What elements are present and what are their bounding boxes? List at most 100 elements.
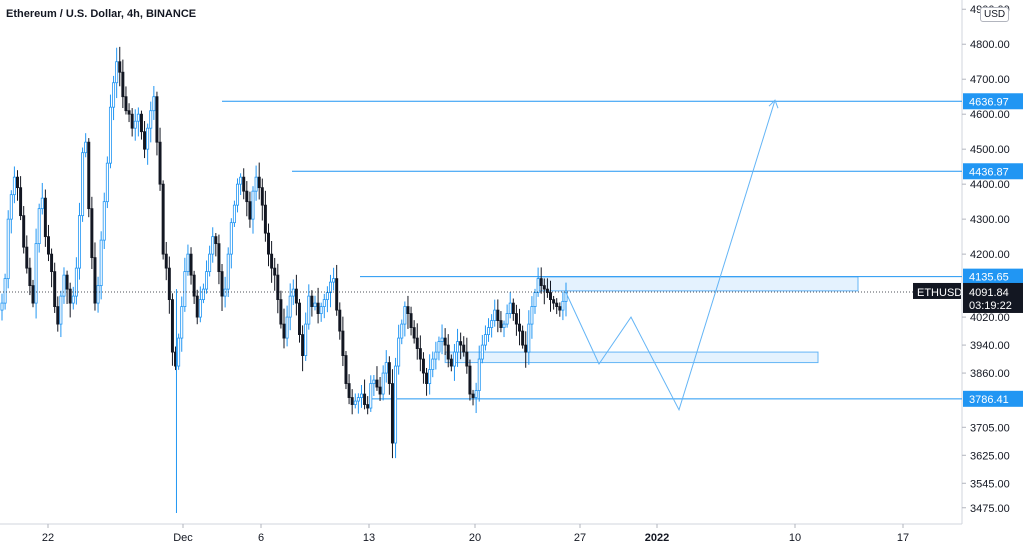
candle-body: [480, 344, 484, 360]
candle-body: [384, 362, 388, 374]
candle-body: [350, 397, 354, 405]
candle-body: [50, 253, 54, 273]
candle-body: [533, 292, 537, 308]
price-tick-label: 3860.00: [970, 368, 1010, 380]
candle-body: [167, 267, 171, 301]
candle-body: [363, 393, 367, 405]
candle-body: [418, 348, 422, 360]
candle-body: [53, 271, 57, 308]
candle-body: [502, 323, 506, 328]
candle-body: [198, 299, 202, 318]
candle-body: [226, 253, 230, 290]
candle-body: [59, 295, 63, 325]
candle-body: [170, 299, 174, 353]
candle-body: [211, 236, 215, 255]
candle-body: [474, 390, 478, 398]
level-label-text: 4636.97: [969, 96, 1009, 108]
candle-body: [96, 285, 100, 304]
candle-body: [186, 253, 190, 273]
candle-body: [71, 295, 75, 304]
candle-body: [65, 274, 69, 290]
candle-body: [521, 330, 525, 346]
candle-body: [195, 295, 199, 318]
candle-body: [183, 271, 187, 308]
candle-body: [344, 355, 348, 384]
candle-body: [220, 271, 224, 297]
time-axis[interactable]: 22 Dec 6 13 20 27 2022 10 17: [42, 524, 909, 544]
price-tick-label: 3705.00: [970, 422, 1010, 434]
candle-body: [406, 306, 410, 315]
candle-body: [415, 337, 419, 349]
candlestick-series: [0, 46, 568, 514]
candle-body: [409, 313, 413, 328]
candle-body: [552, 299, 556, 304]
candle-body: [0, 302, 4, 311]
candle-body: [301, 334, 305, 356]
candle-body: [161, 183, 165, 255]
candle-body: [456, 341, 460, 353]
candle-body: [270, 253, 274, 269]
candle-body: [341, 330, 345, 356]
candle-body: [545, 288, 549, 294]
currency-badge[interactable]: USD: [980, 7, 1010, 22]
candle-body: [40, 197, 44, 210]
price-tick-label: 4300.00: [970, 214, 1010, 226]
candle-body: [242, 176, 246, 192]
candle-body: [452, 351, 456, 367]
candle-body: [248, 201, 252, 220]
candle-body: [291, 288, 295, 297]
candle-body: [477, 358, 481, 391]
date-label: 13: [363, 532, 375, 544]
date-label: 22: [42, 532, 54, 544]
candle-body: [518, 323, 522, 332]
candle-body: [483, 334, 487, 346]
candle-body: [236, 183, 240, 206]
price-tick-label: 4500.00: [970, 144, 1010, 156]
candle-body: [152, 96, 156, 112]
candle-body: [304, 323, 308, 356]
countdown-text: 03:19:22: [969, 300, 1012, 312]
candle-body: [437, 341, 441, 353]
candle-body: [468, 365, 472, 395]
candle-body: [25, 246, 29, 269]
candle-body: [201, 288, 205, 301]
candle-body: [81, 152, 85, 217]
candle-body: [68, 288, 72, 304]
date-label: Dec: [173, 532, 193, 544]
price-axis[interactable]: 4900.004800.004700.004600.004500.004400.…: [962, 4, 1010, 515]
candle-body: [130, 113, 134, 129]
candle-body: [158, 141, 162, 185]
candle-body: [205, 271, 209, 290]
candle-body: [505, 313, 509, 325]
candle-body: [387, 362, 391, 384]
date-label: 2022: [645, 532, 669, 544]
date-label: 20: [469, 532, 481, 544]
candle-body: [43, 197, 47, 238]
level-label-box: [963, 268, 1023, 285]
candle-body: [31, 285, 35, 304]
candle-body: [378, 386, 382, 395]
candle-body: [353, 400, 357, 405]
candle-body: [260, 187, 264, 206]
candle-body: [208, 253, 212, 273]
support-resistance-levels: [222, 100, 962, 400]
level-label-box: [963, 390, 1023, 407]
candle-body: [149, 110, 153, 129]
candle-body: [136, 113, 140, 122]
candle-body: [155, 96, 159, 143]
level-label-text: 4436.87: [969, 166, 1009, 178]
candle-body: [313, 302, 317, 308]
candle-body: [239, 176, 243, 185]
candle-body: [332, 278, 336, 283]
candle-body: [471, 393, 475, 398]
candle-body: [124, 96, 128, 112]
candle-body: [459, 341, 463, 346]
projection-arrowhead: [768, 99, 779, 109]
candle-body: [46, 236, 50, 255]
candle-body: [177, 337, 181, 367]
candle-body: [22, 215, 26, 248]
candle-body: [549, 292, 552, 301]
level-label-box: [963, 93, 1023, 110]
candle-body: [431, 358, 435, 370]
